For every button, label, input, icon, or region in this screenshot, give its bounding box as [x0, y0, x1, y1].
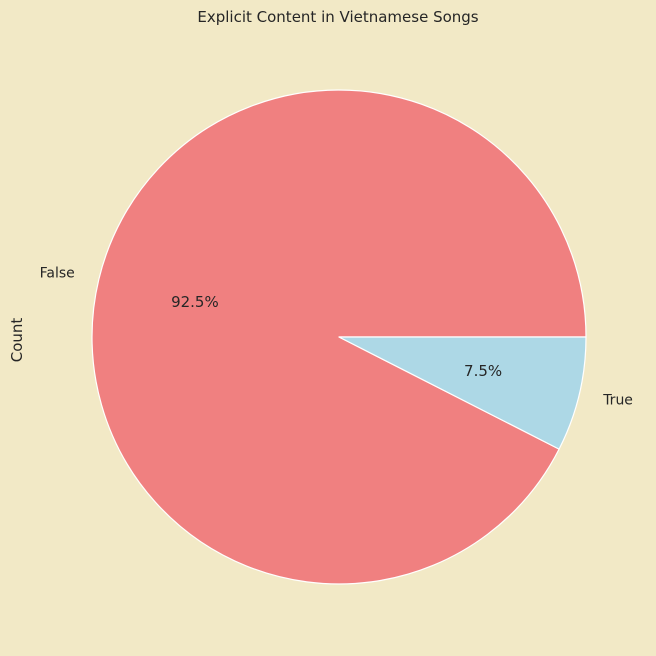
- pie-percent-labels: 92.5% 7.5%: [171, 293, 502, 380]
- slice-percent-false: 92.5%: [171, 293, 219, 311]
- pie-slice-labels: False True: [40, 266, 633, 409]
- chart-title: Explicit Content in Vietnamese Songs: [197, 8, 478, 26]
- pie-slices: [91, 89, 587, 585]
- slice-percent-true: 7.5%: [464, 362, 502, 380]
- pie-slice-false: [91, 89, 587, 585]
- slice-label-true: True: [602, 392, 633, 408]
- y-axis-label: Count: [8, 318, 26, 363]
- slice-label-false: False: [40, 266, 75, 282]
- pie-slice-true: [338, 336, 587, 450]
